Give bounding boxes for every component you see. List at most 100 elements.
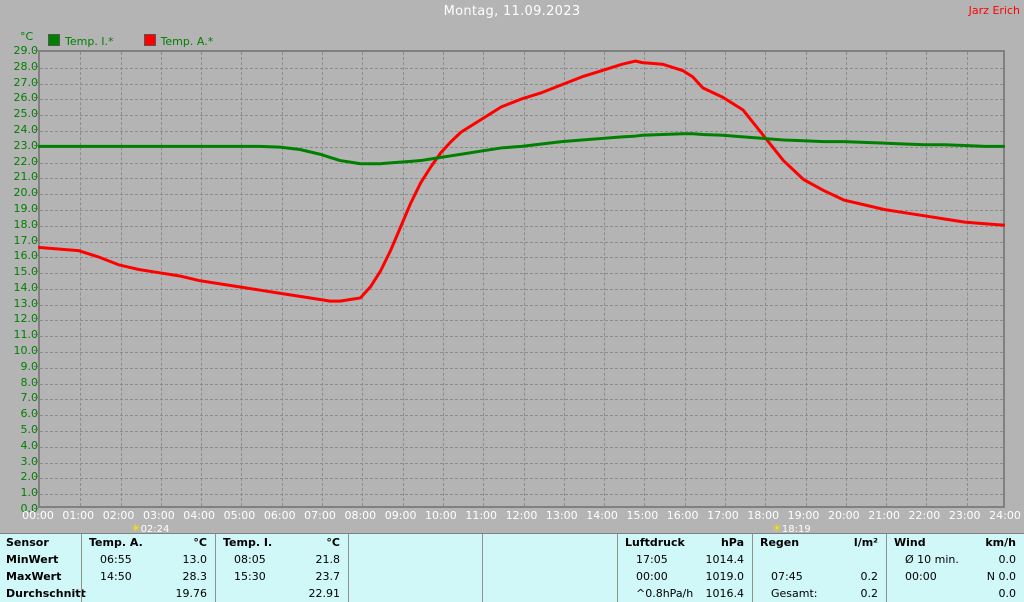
sunset-marker: ☀18:19 — [772, 522, 811, 535]
y-axis-tick — [34, 460, 38, 462]
y-axis-tick — [34, 334, 38, 336]
y-axis-tick — [34, 381, 38, 383]
x-axis-tick-label: 12:00 — [505, 509, 538, 522]
table-column-empty-1 — [348, 534, 482, 602]
table-cell-wind-avg-right: 0.0 — [998, 587, 1017, 600]
x-axis-tick-label: 19:00 — [787, 509, 820, 522]
y-axis-tick — [34, 302, 38, 304]
sunset-marker-label: 18:19 — [781, 524, 811, 535]
x-axis-tick-label: 04:00 — [183, 509, 216, 522]
x-axis-tick-label: 24:00 — [989, 509, 1021, 522]
x-axis-tick-label: 18:00 — [747, 509, 780, 522]
y-axis-tick-label: 17.0 — [13, 233, 39, 247]
x-axis-tick-label: 06:00 — [263, 509, 296, 522]
y-axis-tick — [34, 81, 38, 83]
x-axis-tick-label: 13:00 — [545, 509, 578, 522]
y-axis-tick-label: 2.0 — [20, 470, 39, 484]
y-axis-tick — [34, 223, 38, 225]
y-axis-tick-label: 26.0 — [13, 91, 39, 105]
y-axis-tick-label: 22.0 — [13, 154, 39, 168]
y-axis-tick-label: 5.0 — [20, 423, 39, 437]
y-axis-tick-label: 16.0 — [13, 249, 39, 263]
y-axis-tick — [34, 176, 38, 178]
table-column-wind: Wind km/h Ø 10 min. 0.0 00:00 N 0.0 0.0 — [886, 534, 1024, 602]
y-axis-tick — [34, 144, 38, 146]
table-row-label: MinWert — [6, 553, 59, 566]
sunrise-marker-label: 02:24 — [140, 524, 170, 535]
y-axis-tick-label: 11.0 — [13, 328, 39, 342]
y-axis-tick — [34, 128, 38, 130]
y-axis-tick — [34, 207, 38, 209]
x-axis-tick-label: 11:00 — [465, 509, 498, 522]
table-cell-temp-a-max-left: 14:50 — [100, 570, 132, 583]
legend-label-temp-indoor: Temp. I.* — [65, 35, 114, 48]
table-cell-luftdruck-header-left: Luftdruck — [625, 536, 685, 549]
chart-legend: Temp. I.* Temp. A.* — [48, 30, 243, 48]
y-axis-tick-label: 13.0 — [13, 296, 39, 310]
table-cell-temp-a-min-left: 06:55 — [100, 553, 132, 566]
table-cell-temp-a-min-right: 13.0 — [182, 553, 208, 566]
y-axis-tick-label: 29.0 — [13, 44, 39, 57]
table-cell-temp-i-min-right: 21.8 — [315, 553, 341, 566]
x-axis-tick-label: 01:00 — [62, 509, 95, 522]
x-axis: 00:00 01:00 02:00 03:00 04:00 05:00 06:00 07:00… — [0, 509, 1024, 535]
table-cell-regen-avg-left: Gesamt: — [771, 587, 818, 600]
x-axis-tick-label: 10:00 — [425, 509, 457, 522]
table-cell-luftdruck-max-right: 1019.0 — [705, 570, 745, 583]
x-axis-tick-label: 00:00 — [22, 509, 54, 522]
y-axis-tick-label: 19.0 — [13, 201, 39, 215]
table-cell-wind-min-left: Ø 10 min. — [905, 553, 959, 566]
y-axis-tick-label: 27.0 — [13, 75, 39, 89]
table-cell-luftdruck-min-left: 17:05 — [636, 553, 668, 566]
series-line-tempi — [38, 132, 1005, 166]
x-axis-tick-label: 14:00 — [586, 509, 618, 522]
table-column-temp-i: Temp. I. °C 08:05 21.8 15:30 23.7 22.91 — [215, 534, 348, 602]
table-cell-temp-i-avg-right: 22.91 — [308, 587, 341, 600]
y-axis-tick-label: 15.0 — [13, 265, 39, 279]
table-cell-wind-max-left: 00:00 — [905, 570, 937, 583]
y-axis-tick-label: 8.0 — [20, 375, 39, 389]
y-axis-tick-label: 25.0 — [13, 107, 39, 121]
y-axis-tick — [34, 97, 38, 99]
legend-label-temp-outdoor: Temp. A.* — [160, 35, 214, 48]
x-axis-tick-label: 20:00 — [827, 509, 860, 522]
x-axis-tick-label: 09:00 — [384, 509, 417, 522]
legend-entry-temp-outdoor[interactable]: Temp. A.* — [143, 30, 214, 49]
y-axis-tick-label: 24.0 — [13, 122, 39, 136]
sun-icon: ☀ — [772, 522, 782, 535]
table-cell-luftdruck-max-left: 00:00 — [636, 570, 668, 583]
x-axis-tick-label: 17:00 — [707, 509, 739, 522]
table-cell-temp-i-min-left: 08:05 — [234, 553, 266, 566]
y-axis-tick-label: 21.0 — [13, 170, 39, 184]
owner-label: Jarz Erich — [968, 4, 1020, 17]
y-axis-tick-label: 18.0 — [13, 217, 39, 231]
x-axis-tick-label: 03:00 — [143, 509, 175, 522]
table-column-luftdruck: Luftdruck hPa 17:05 1014.4 00:00 1019.0 ^0.8hP… — [617, 534, 752, 602]
y-axis-tick-label: 10.0 — [13, 344, 39, 358]
table-cell-temp-i-max-right: 23.7 — [315, 570, 341, 583]
y-axis-tick — [34, 192, 38, 194]
legend-entry-temp-indoor[interactable]: Temp. I.* — [48, 30, 114, 49]
table-row-label: Sensor — [6, 536, 49, 549]
table-cell-luftdruck-header-right: hPa — [720, 536, 744, 549]
y-axis-tick-label: 9.0 — [20, 359, 39, 373]
table-column-empty-2 — [482, 534, 617, 602]
plot-area — [38, 50, 1005, 508]
table-column-row-labels: Sensor MinWert MaxWert Durchschnitt — [0, 534, 86, 602]
table-cell-regen-header-right: l/m² — [853, 536, 878, 549]
x-axis-tick-label: 02:00 — [102, 509, 135, 522]
y-axis-tick — [34, 255, 38, 257]
y-axis-tick-label: 7.0 — [20, 391, 39, 405]
y-axis-tick — [34, 444, 38, 446]
y-axis-tick-label: 3.0 — [20, 454, 39, 468]
sunrise-marker: ☀02:24 — [131, 522, 170, 535]
legend-swatch-temp-outdoor — [143, 34, 156, 46]
table-cell-temp-i-header-right: °C — [326, 536, 340, 549]
table-cell-luftdruck-min-right: 1014.4 — [705, 553, 745, 566]
x-axis-tick-label: 16:00 — [666, 509, 699, 522]
y-axis-tick — [34, 160, 38, 162]
table-column-temp-a: Temp. A. °C 06:55 13.0 14:50 28.3 19.76 — [81, 534, 215, 602]
table-cell-wind-header-right: km/h — [985, 536, 1016, 549]
sun-icon: ☀ — [130, 522, 141, 535]
y-axis-tick-label: 6.0 — [20, 407, 39, 421]
